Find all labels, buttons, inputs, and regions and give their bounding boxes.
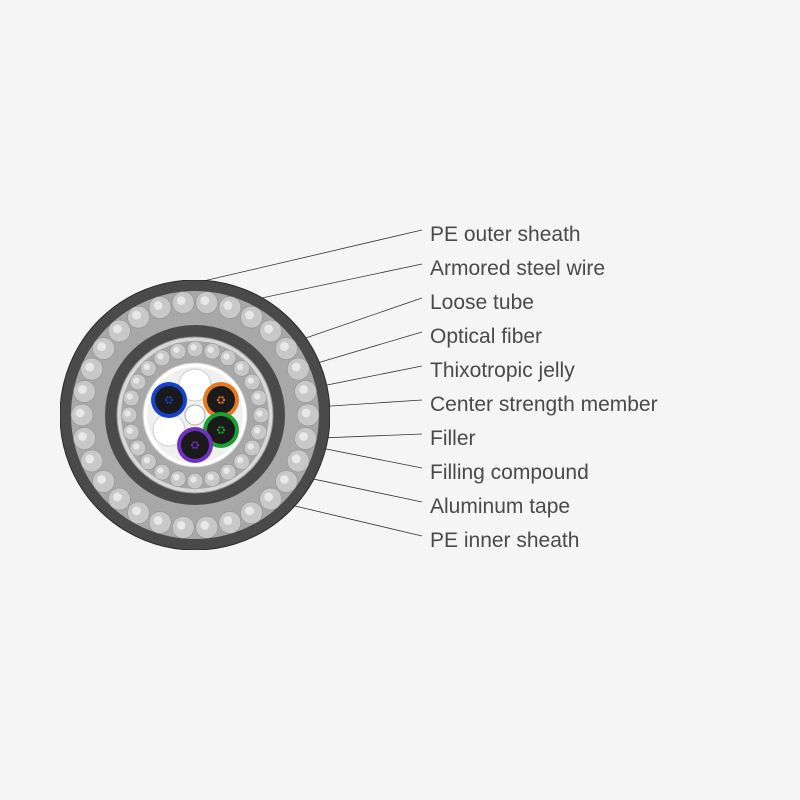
cable-diagram: PE outer sheath Armored steel wire Loose…: [0, 0, 800, 800]
label-armored-steel-wire: Armored steel wire: [430, 252, 658, 286]
cable-cross-section: [60, 280, 330, 550]
label-pe-outer-sheath: PE outer sheath: [430, 218, 658, 252]
label-optical-fiber: Optical fiber: [430, 320, 658, 354]
label-loose-tube: Loose tube: [430, 286, 658, 320]
label-filler: Filler: [430, 422, 658, 456]
label-aluminum-tape: Aluminum tape: [430, 490, 658, 524]
label-pe-inner-sheath: PE inner sheath: [430, 524, 658, 558]
label-list: PE outer sheath Armored steel wire Loose…: [430, 218, 658, 558]
label-thixotropic-jelly: Thixotropic jelly: [430, 354, 658, 388]
label-center-strength-member: Center strength member: [430, 388, 658, 422]
label-filling-compound: Filling compound: [430, 456, 658, 490]
